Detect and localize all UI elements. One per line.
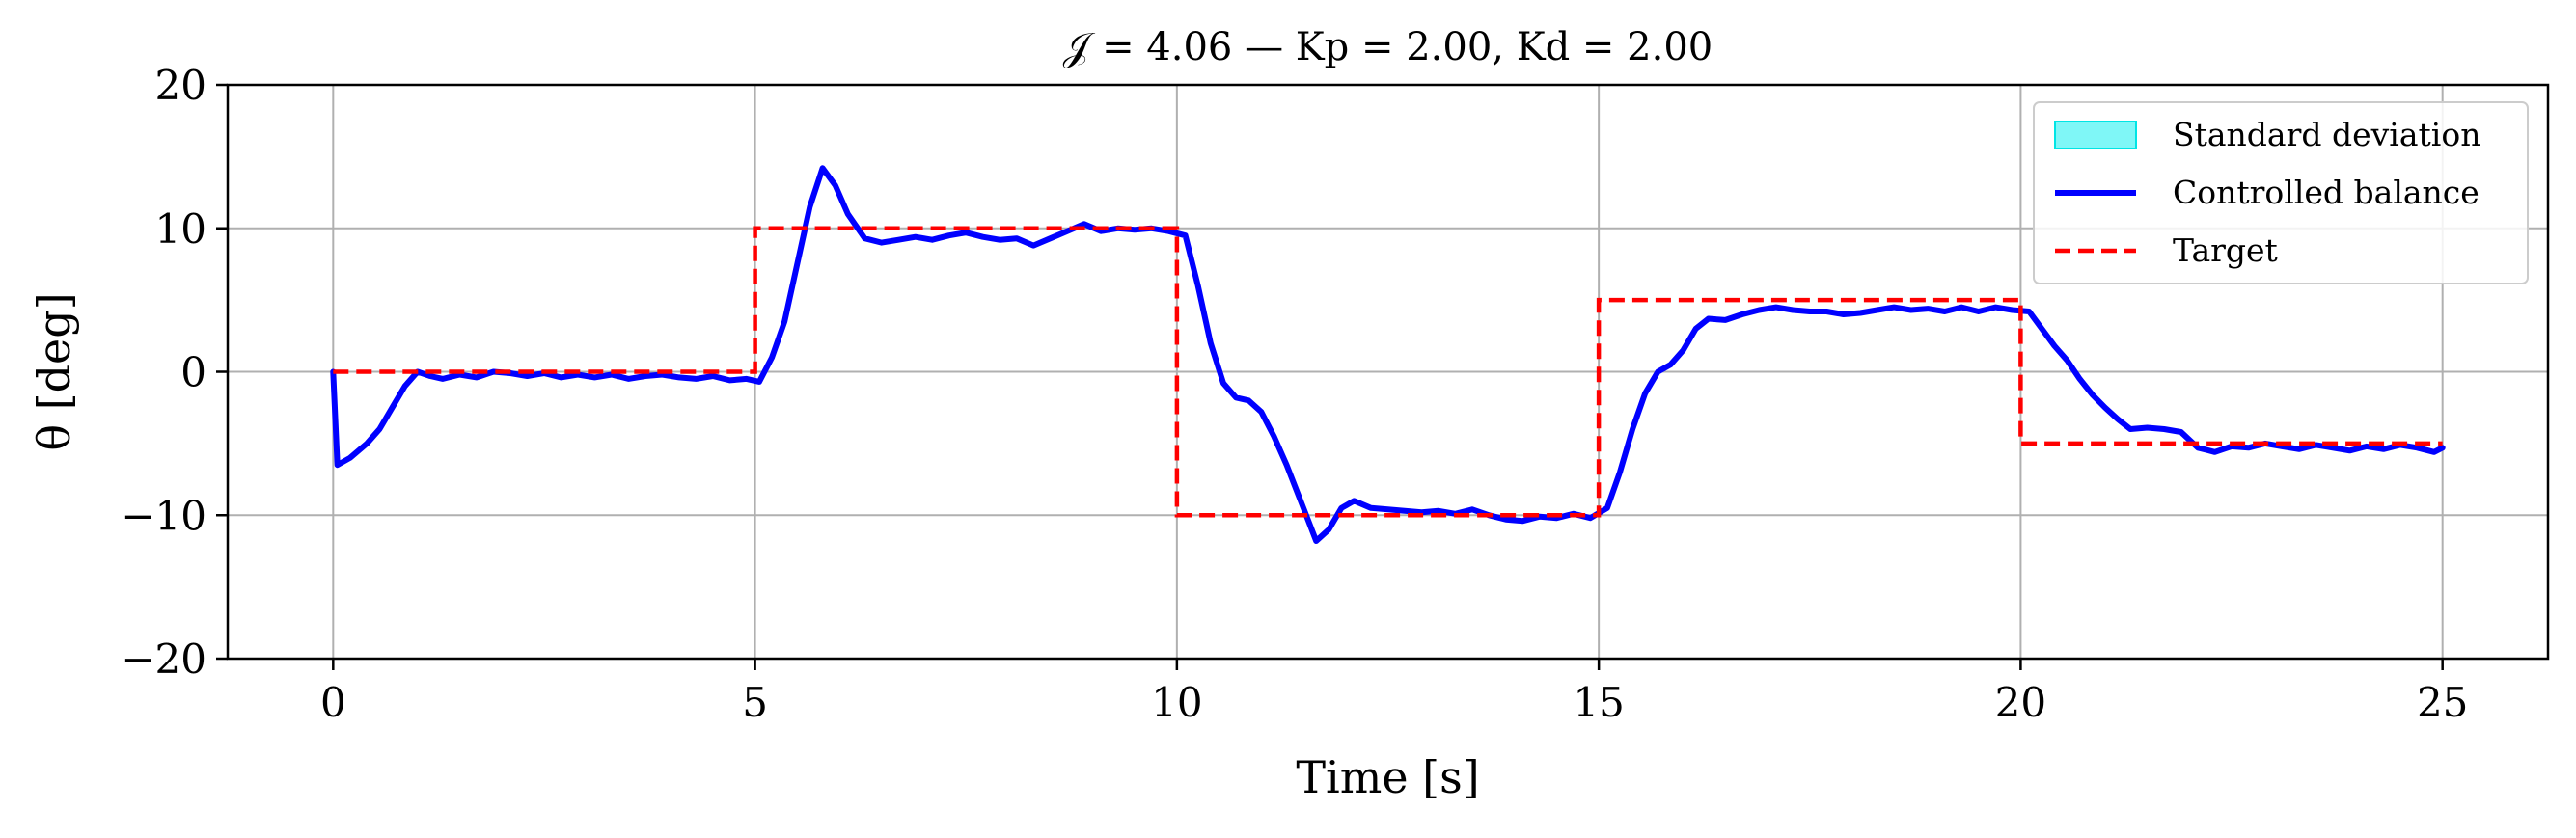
legend-label-controlled: Controlled balance: [2173, 174, 2480, 211]
y-tick-label: 20: [155, 62, 206, 109]
x-tick-label: 20: [1995, 679, 2046, 726]
x-tick-label: 10: [1151, 679, 1202, 726]
y-axis-title: θ [deg]: [28, 292, 80, 450]
series-controlled-balance: [330, 165, 2446, 544]
legend-box: [2033, 101, 2529, 284]
x-tick-label: 25: [2417, 679, 2468, 726]
series-lines: [330, 165, 2446, 544]
x-tick-label: 15: [1573, 679, 1624, 726]
chart-title: 𝒥 = 4.06 — Kp = 2.00, Kd = 2.00: [1063, 25, 1713, 69]
legend: Standard deviation Controlled balance Ta…: [2033, 101, 2529, 284]
x-tick-label: 5: [742, 679, 768, 726]
y-tick-label: 0: [180, 349, 206, 396]
legend-label-std: Standard deviation: [2173, 116, 2480, 153]
x-tick-label: 0: [320, 679, 346, 726]
y-tick-label: −20: [121, 635, 206, 683]
series-target: [333, 226, 2443, 518]
y-tick-label: −10: [121, 492, 206, 539]
y-tick-label: 10: [155, 205, 206, 253]
legend-swatch-std: [2054, 121, 2137, 149]
legend-label-target: Target: [2173, 231, 2278, 269]
axis-ticks: 0 5 10 15 20 25 −20 −10 0 10 20: [121, 62, 2468, 726]
x-axis-title: Time [s]: [1296, 751, 1479, 803]
